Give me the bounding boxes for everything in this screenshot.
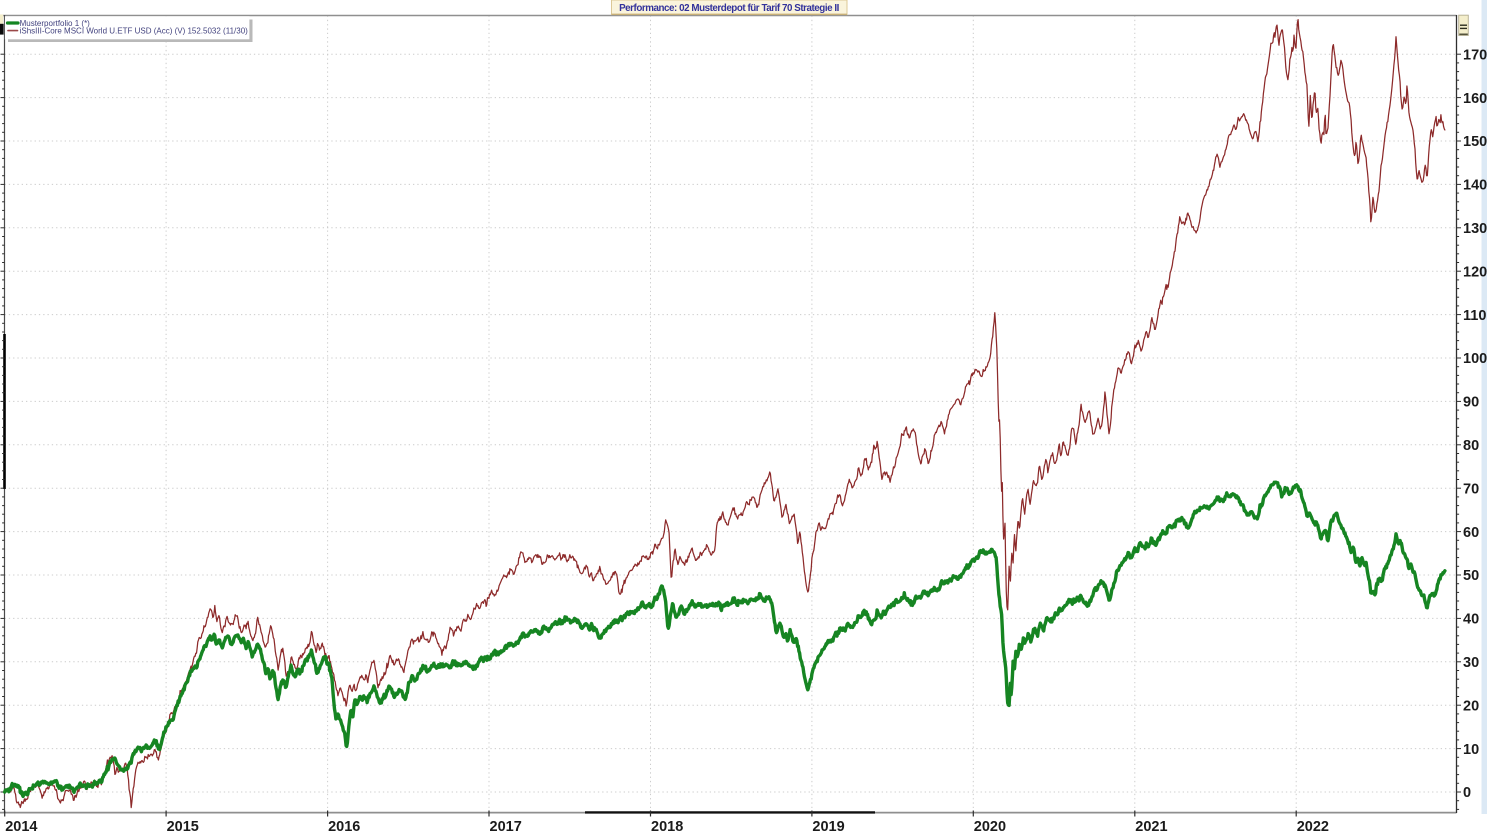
svg-text:10: 10	[1463, 742, 1479, 758]
svg-text:iShsIII-Core MSCI World U.ETF: iShsIII-Core MSCI World U.ETF USD (Acc) …	[20, 27, 249, 36]
svg-text:170: 170	[1463, 47, 1487, 63]
svg-text:60: 60	[1463, 525, 1479, 541]
svg-text:0: 0	[1463, 785, 1471, 801]
svg-text:160: 160	[1463, 91, 1487, 107]
svg-text:70: 70	[1463, 481, 1479, 497]
svg-text:2014: 2014	[5, 819, 37, 832]
svg-text:120: 120	[1463, 264, 1487, 280]
svg-text:2019: 2019	[812, 819, 844, 832]
svg-text:2015: 2015	[167, 819, 199, 832]
svg-text:Performance: 02 Musterdepot fü: Performance: 02 Musterdepot für Tarif 70…	[619, 3, 840, 14]
svg-text:40: 40	[1463, 612, 1479, 628]
svg-text:30: 30	[1463, 655, 1479, 671]
svg-text:110: 110	[1463, 308, 1486, 324]
svg-text:50: 50	[1463, 568, 1479, 584]
svg-text:150: 150	[1463, 134, 1487, 150]
svg-text:2022: 2022	[1297, 819, 1329, 832]
svg-text:2021: 2021	[1135, 819, 1167, 832]
svg-text:20: 20	[1463, 698, 1479, 714]
svg-text:2017: 2017	[490, 819, 522, 832]
svg-text:140: 140	[1463, 178, 1487, 194]
svg-text:2020: 2020	[974, 819, 1006, 832]
svg-text:2018: 2018	[651, 819, 683, 832]
svg-text:2016: 2016	[328, 819, 360, 832]
svg-text:80: 80	[1463, 438, 1479, 454]
svg-text:130: 130	[1463, 221, 1487, 237]
svg-text:100: 100	[1463, 351, 1487, 367]
svg-text:90: 90	[1463, 395, 1479, 411]
